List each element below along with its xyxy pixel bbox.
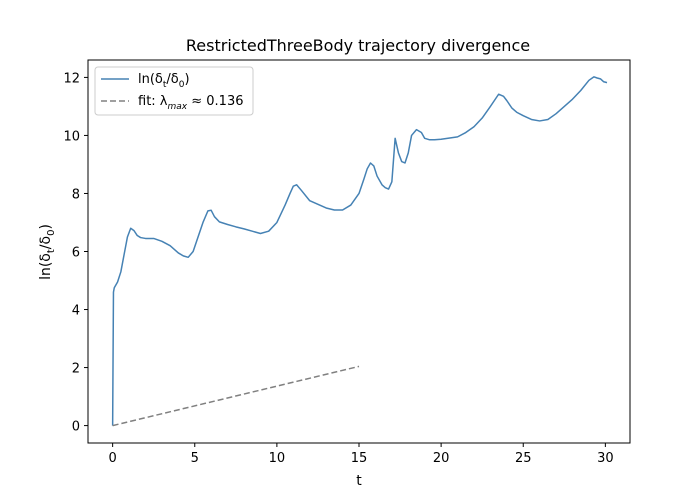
x-axis-ticks: 0 5 10 15 20 25 30 [108, 443, 614, 466]
legend-box [94, 66, 254, 116]
y-tick-label: 0 [72, 420, 80, 435]
x-tick-label: 0 [108, 451, 116, 466]
legend-label-mid: /δ [166, 72, 178, 87]
series-line-divergence [111, 76, 608, 426]
legend-label-divergence: ln(δt/δ0) [138, 72, 190, 90]
x-tick-label: 15 [351, 451, 368, 466]
y-tick-label: 10 [63, 129, 80, 144]
y-axis-ticks: 0 2 4 6 8 10 12 [63, 71, 88, 435]
legend-label-sub2: 0 [179, 80, 185, 90]
legend: ln(δt/δ0) fit: λmax ≈ 0.136 [94, 66, 254, 116]
y-axis-label-sub-t: t [46, 249, 57, 253]
y-tick-label: 6 [72, 246, 80, 261]
legend-label-sub: t [163, 80, 167, 90]
y-axis-label-ln: ln(δ [38, 253, 54, 280]
y-axis-label: ln(δt/δ0) [38, 224, 57, 280]
legend-label-fit: fit: λmax ≈ 0.136 [138, 94, 243, 112]
y-tick-label: 2 [72, 362, 80, 377]
y-tick-label: 12 [63, 71, 80, 86]
legend-label-sub: max [168, 102, 188, 112]
y-tick-label: 8 [72, 187, 80, 202]
chart-title: RestrictedThreeBody trajectory divergenc… [186, 36, 530, 55]
legend-label-mid: ≈ 0.136 [187, 94, 243, 109]
series-line-fit [112, 365, 360, 427]
legend-label-end: ) [185, 72, 190, 87]
y-axis-label-sub-0: 0 [46, 230, 57, 236]
legend-label-base: ln(δ [138, 72, 163, 87]
y-axis-label-slash: /δ [38, 236, 54, 249]
x-tick-label: 10 [269, 451, 286, 466]
x-tick-label: 25 [515, 451, 532, 466]
x-tick-label: 5 [191, 451, 199, 466]
y-axis-label-close: ) [38, 224, 54, 229]
legend-label-base: fit: λ [138, 94, 168, 109]
x-tick-label: 30 [597, 451, 614, 466]
series-layer [111, 76, 608, 427]
y-tick-label: 4 [72, 304, 80, 319]
x-tick-label: 20 [433, 451, 450, 466]
x-axis-label: t [356, 473, 362, 489]
